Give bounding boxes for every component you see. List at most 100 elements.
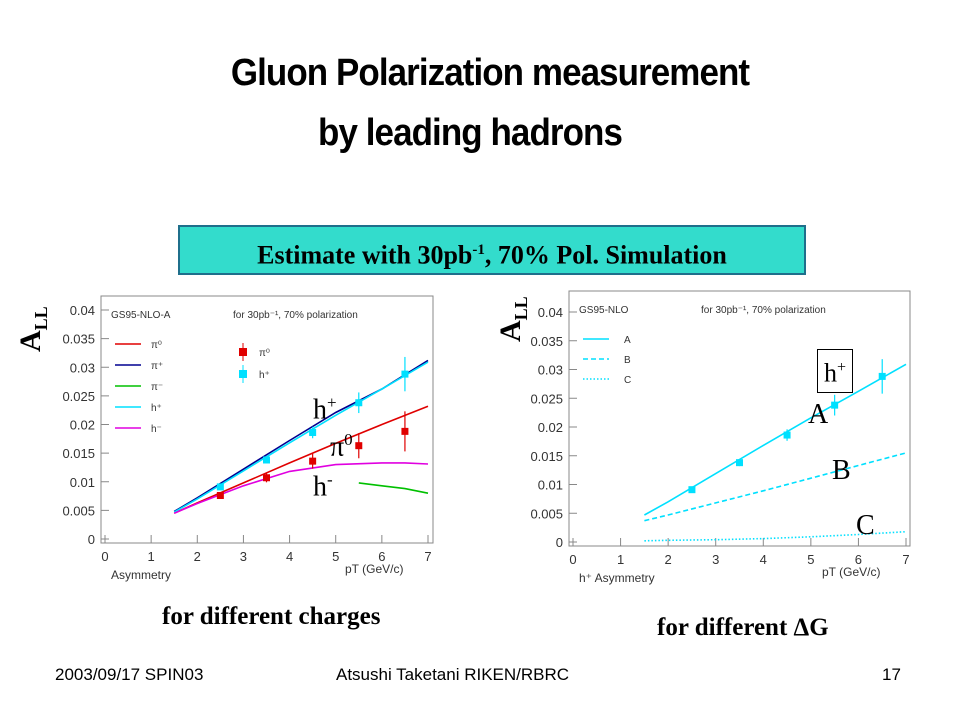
estimate-prefix: Estimate with 30pb [257,240,473,270]
x-tick-label: 0 [569,552,576,567]
label-hminus: h- [313,470,333,503]
x-tick-label: 6 [378,549,385,564]
chart-charges: 0 0.005 0.01 0.015 0.02 0.025 0.03 0.035 0.04 0 1 2… [62,295,434,582]
x-tick-label: 1 [617,552,624,567]
chart-header-left: GS95-NLO-A [111,310,171,321]
data-point [309,429,317,437]
slide-title-line2: by leading hadrons [318,112,623,154]
x-tick-label: 0 [101,549,108,564]
y-tick-label: 0.025 [62,389,95,404]
data-point [783,431,791,439]
data-point [736,459,743,467]
series-line [644,452,907,522]
data-point [688,486,696,494]
x-tick-label: 4 [286,549,293,564]
caption-right-symbol: ΔG [793,614,829,641]
right-ylabel-main: A [494,320,527,342]
x-tick-label: 4 [760,552,767,567]
footer-page-number: 17 [882,665,901,684]
data-point [355,442,363,450]
curve-label-b: B [832,455,851,486]
y-tick-label: 0.01 [538,478,563,493]
curve-label-a: A [808,399,829,430]
slide-title-line1: Gluon Polarization measurement [230,52,750,94]
x-tick-label: 2 [665,552,672,567]
hplus-box-sup: + [837,359,847,376]
x-axis-label: Asymmetry [111,568,171,582]
estimate-suffix: , 70% Pol. Simulation [484,240,727,270]
chart-delta-g: 0 0.005 0.01 0.015 0.02 0.025 0.03 0.035 0.04 0 1 2… [530,290,911,585]
plot-frame [100,295,434,544]
legend-label: h⁺ [151,403,162,414]
data-point [263,456,270,464]
chart-header-right: for 30pb⁻¹, 70% polarization [701,305,826,316]
x-tick-label: 2 [194,549,201,564]
label-pi0: π0 [330,430,353,463]
x-axis-unit: pT (GeV/c) [345,562,403,576]
label-hminus-text: h [313,471,327,503]
legend-label: π⁰ [259,348,270,359]
y-tick-label: 0.01 [70,475,95,490]
right-y-axis-label: ALL [494,296,532,342]
hplus-box-label: h+ [817,349,854,393]
curve-label-c: C [856,510,875,541]
y-tick-label: 0.025 [530,391,563,406]
x-tick-label: 5 [807,552,814,567]
series-line [173,361,429,513]
y-tick-label: 0.015 [530,449,563,464]
footer-date-event: 2003/09/17 SPIN03 [55,665,204,684]
y-tick-label: 0.02 [538,420,563,435]
label-hminus-sup: - [327,470,333,489]
legend-label: π⁻ [151,382,163,393]
legend-label: h⁺ [259,370,270,381]
y-tick-label: 0.005 [62,503,95,518]
legend-label: B [624,355,631,366]
y-tick-label: 0.035 [62,332,95,347]
hplus-box-text: h [824,358,837,388]
x-axis-unit: pT (GeV/c) [822,565,880,579]
data-point [401,427,409,435]
y-tick-label: 0.035 [530,334,563,349]
estimate-banner: Estimate with 30pb-1, 70% Pol. Simulatio… [178,225,806,275]
label-pi0-text: π [330,431,345,463]
footer-author: Atsushi Taketani RIKEN/RBRC [336,665,570,684]
estimate-sup: -1 [472,242,485,258]
y-tick-label: 0.04 [70,303,95,318]
x-tick-label: 3 [240,549,247,564]
label-hplus-text: h [313,394,327,426]
caption-left: for different charges [162,603,381,630]
caption-right-text: for different [657,614,794,641]
legend-label: h⁻ [151,424,162,435]
x-tick-label: 5 [332,549,339,564]
series-line [644,363,907,516]
label-pi0-sup: 0 [344,430,353,449]
y-tick-label: 0 [88,532,95,547]
y-tick-label: 0.03 [70,360,95,375]
x-tick-label: 7 [424,549,431,564]
legend-label: π⁺ [151,361,163,372]
plot-frame [568,290,911,547]
right-ylabel-sub: LL [511,296,531,321]
y-tick-label: 0.03 [538,363,563,378]
x-tick-label: 6 [855,552,862,567]
x-tick-label: 7 [902,552,909,567]
y-tick-label: 0.005 [530,506,563,521]
x-tick-label: 3 [712,552,719,567]
x-tick-label: 1 [148,549,155,564]
data-point [309,457,317,465]
data-point [878,372,886,380]
chart-header-right: for 30pb⁻¹, 70% polarization [233,310,358,321]
data-point [401,370,409,378]
left-ylabel-main: A [14,330,47,352]
data-point [831,401,839,409]
series-line [358,482,429,494]
series-line [644,530,907,542]
label-hplus: h+ [313,393,337,426]
y-tick-label: 0 [556,535,563,550]
chart-header-left: GS95-NLO [579,305,629,316]
data-point [263,474,270,482]
y-tick-label: 0.02 [70,418,95,433]
data-point [216,483,224,491]
left-ylabel-sub: LL [31,306,51,331]
label-hplus-sup: + [327,393,337,412]
